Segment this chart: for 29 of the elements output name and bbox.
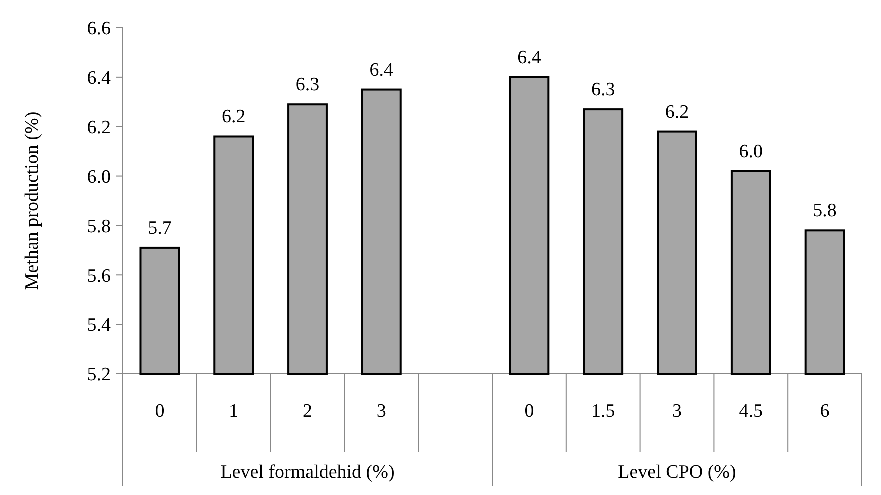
text: 5.8	[87, 216, 111, 238]
x-tick-label: 0	[524, 401, 534, 422]
data-label: 6.0	[739, 141, 764, 162]
x-tick-label: 3	[672, 401, 682, 422]
text: Level formaldehid (%)	[220, 462, 395, 483]
text: 6.4	[87, 68, 111, 90]
x-tick-label: 1	[229, 401, 239, 422]
text: 6.6	[87, 18, 111, 40]
x-tick-label: 3	[376, 401, 386, 422]
text: 6.2	[87, 118, 111, 139]
x-tick-label: 4.5	[739, 401, 764, 422]
data-label: 6.3	[296, 74, 320, 96]
text: 6.0	[87, 166, 111, 188]
x-tick-label: 2	[303, 401, 312, 422]
x-tick-label: 0	[155, 401, 165, 422]
data-label: 6.4	[518, 47, 542, 68]
text: 5.6	[87, 266, 111, 287]
data-label: 6.3	[591, 80, 616, 101]
x-tick-label: 6	[820, 401, 830, 422]
data-label: 5.7	[148, 218, 172, 239]
text: 5.2	[87, 364, 111, 386]
text: Level CPO (%)	[618, 462, 736, 483]
data-label: 6.4	[370, 60, 394, 81]
text: 5.4	[87, 315, 111, 336]
data-label: 6.2	[222, 106, 246, 128]
x-tick-label: 1.5	[591, 401, 616, 422]
y-axis-title: Methan production (%)	[22, 112, 43, 290]
data-label: 6.2	[665, 102, 690, 123]
data-label: 5.8	[813, 200, 837, 222]
